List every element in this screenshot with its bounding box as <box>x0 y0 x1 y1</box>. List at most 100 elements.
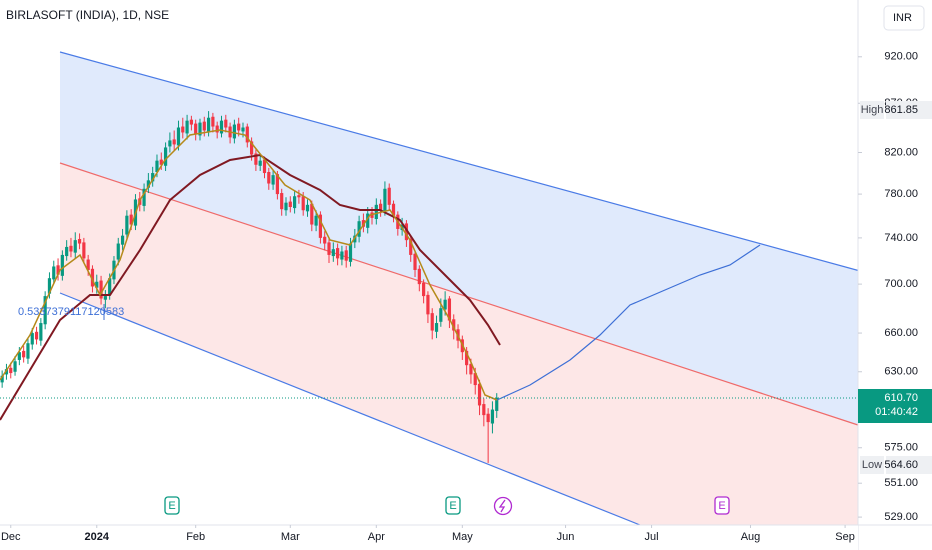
x-tick-label: 2024 <box>85 531 110 543</box>
candle-body <box>447 298 452 321</box>
candle-body <box>477 383 482 406</box>
short-moving-average <box>0 129 498 401</box>
currency-label[interactable]: INR <box>893 12 912 24</box>
x-tick-label: Jun <box>557 531 575 543</box>
candle-body <box>17 352 21 360</box>
currency-button[interactable] <box>883 5 925 31</box>
candle-body <box>430 313 434 331</box>
candle-body <box>327 242 331 255</box>
upper-channel-line <box>59 51 883 278</box>
candle-body <box>86 259 90 270</box>
countdown: 01:40:42 <box>875 406 918 418</box>
candle-body <box>168 140 172 147</box>
candle-body <box>56 265 60 275</box>
candle-body <box>422 282 426 297</box>
candle-body <box>486 413 490 423</box>
high-value: 861.85 <box>884 104 918 116</box>
candle-body <box>387 187 391 205</box>
candle-body <box>348 243 353 262</box>
y-tick-label: 630.00 <box>884 366 918 378</box>
candle-body <box>73 240 77 253</box>
chart-title: BIRLASOFT (INDIA), 1D, NSE <box>6 8 169 22</box>
candle-body <box>391 203 396 216</box>
candle-body <box>185 120 189 134</box>
candle-body <box>198 122 202 136</box>
candle-body <box>383 188 387 212</box>
candle-body <box>47 278 52 294</box>
y-tick-label: 920.00 <box>884 51 918 63</box>
candle-body <box>301 196 305 211</box>
candle-body <box>69 245 73 252</box>
candle-body <box>43 296 47 325</box>
candle-body <box>318 214 323 238</box>
candle-body <box>284 202 288 211</box>
candle-body <box>211 116 215 127</box>
candle-body <box>310 203 314 225</box>
candle-body <box>434 323 439 332</box>
candle-body <box>22 350 26 358</box>
candle-body <box>374 204 378 219</box>
candle-body <box>30 333 34 345</box>
candle-body <box>443 299 447 310</box>
low-tag <box>860 456 884 474</box>
earnings-event: E <box>164 496 180 515</box>
candle-body <box>77 239 82 244</box>
candle-body <box>237 123 241 131</box>
candle-body <box>95 281 99 288</box>
candle-body <box>99 280 103 299</box>
high-label: High <box>861 104 884 116</box>
candle-body <box>409 239 413 255</box>
x-tick-label: Apr <box>368 531 385 543</box>
event-label: E <box>168 500 175 512</box>
candle-body <box>116 243 120 260</box>
y-tick-label: 820.00 <box>884 146 918 158</box>
candle-body <box>52 266 56 280</box>
candle-body <box>258 160 262 166</box>
high-tag <box>860 101 884 119</box>
candle-body <box>417 268 421 285</box>
candle-body <box>271 175 275 185</box>
candle-body <box>482 404 486 416</box>
candle-body <box>366 213 370 228</box>
candle-body <box>151 173 155 182</box>
candle-body <box>297 195 301 198</box>
candle-body <box>39 323 43 341</box>
y-tick-label: 575.00 <box>884 442 918 454</box>
candle-body <box>194 123 198 135</box>
candle-body <box>155 160 159 173</box>
y-tick-label: 740.00 <box>884 232 918 244</box>
candle-body <box>163 147 168 166</box>
candle-body <box>254 153 258 165</box>
earnings-event: E <box>445 496 461 515</box>
candle-body <box>129 214 133 225</box>
candle-body <box>336 248 340 259</box>
candle-body <box>361 220 366 227</box>
candle-body <box>206 117 211 132</box>
candle-body <box>146 180 150 188</box>
y-tick-label: 780.00 <box>884 188 918 200</box>
candle-body <box>280 193 284 210</box>
candle-body <box>142 188 146 206</box>
upper-channel-fill <box>60 52 882 425</box>
candle-body <box>82 242 86 259</box>
y-tick-label: 660.00 <box>884 327 918 339</box>
candle-body <box>357 221 361 237</box>
candle-body <box>473 373 477 386</box>
candle-body <box>90 268 95 287</box>
long-moving-average <box>0 153 501 421</box>
candle-body <box>288 201 292 207</box>
candle-body <box>245 126 249 143</box>
candle-body <box>215 125 219 133</box>
candle-body <box>232 124 236 139</box>
y-tick-label: 700.00 <box>884 278 918 290</box>
y-tick-label: 551.00 <box>884 477 918 489</box>
candle-body <box>305 204 310 212</box>
candle-body <box>426 294 430 315</box>
projection-line <box>496 244 761 401</box>
low-value: 564.60 <box>884 459 918 471</box>
candle-body <box>224 119 228 128</box>
x-tick-label: Aug <box>741 531 761 543</box>
candle-body <box>108 278 112 295</box>
candle-body <box>439 308 443 322</box>
middle-channel-line <box>59 162 859 426</box>
